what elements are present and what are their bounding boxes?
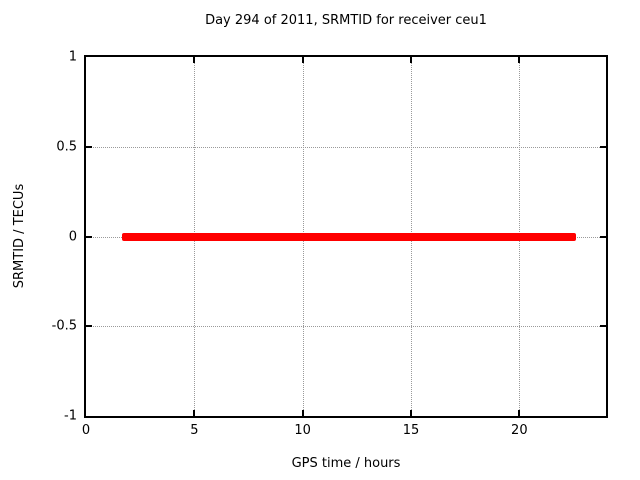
y-gridline xyxy=(86,146,606,148)
y-tick-mark xyxy=(86,325,92,328)
x-tick-mark xyxy=(301,57,304,63)
y-tick-mark xyxy=(86,235,92,238)
x-tick-mark xyxy=(518,57,521,63)
x-tick-label: 20 xyxy=(511,423,528,438)
y-gridline xyxy=(86,326,606,328)
series-line xyxy=(121,232,576,241)
x-tick-mark xyxy=(410,57,412,63)
y-tick-mark xyxy=(600,325,606,328)
x-tick-mark xyxy=(193,57,196,63)
y-tick-label: -0.5 xyxy=(51,318,77,334)
x-tick-label: 0 xyxy=(81,423,91,438)
x-tick-mark xyxy=(193,410,196,416)
y-tick-label: 0.5 xyxy=(56,139,77,155)
x-tick-label: 15 xyxy=(402,423,420,438)
y-tick-label: 1 xyxy=(68,49,77,65)
y-tick-mark xyxy=(86,145,92,148)
x-tick-mark xyxy=(518,410,521,416)
x-tick-mark xyxy=(301,410,304,416)
y-tick-mark xyxy=(600,145,606,148)
y-tick-mark xyxy=(600,235,606,238)
y-tick-label: -1 xyxy=(64,408,77,424)
x-tick-label: 10 xyxy=(294,423,311,438)
x-axis-title: GPS time / hours xyxy=(291,456,401,471)
x-tick-mark xyxy=(410,410,412,416)
y-axis-title: SRMTID / TECUs xyxy=(12,183,27,289)
plot-area: 0 5 10 15 20 1 0.5 0 -0.5 -1 xyxy=(52,50,608,438)
y-tick-label: 0 xyxy=(68,229,77,244)
x-tick-label: 5 xyxy=(190,423,199,438)
chart-title: Day 294 of 2011, SRMTID for receiver ceu… xyxy=(205,13,487,28)
